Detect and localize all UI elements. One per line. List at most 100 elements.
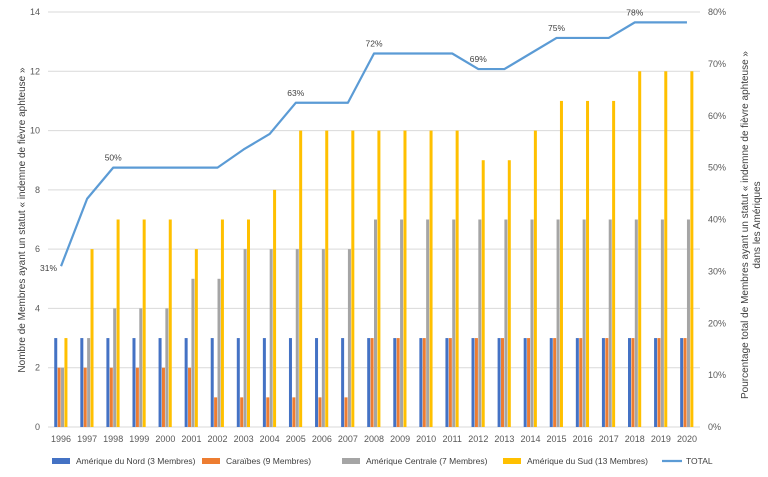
bar <box>80 338 84 427</box>
bar <box>292 397 296 427</box>
bar <box>497 338 501 427</box>
x-tick-label: 2019 <box>651 434 671 444</box>
bar <box>579 338 583 427</box>
x-tick-label: 2016 <box>573 434 593 444</box>
bar <box>445 338 449 427</box>
data-label: 69% <box>470 54 487 64</box>
y2-tick-label: 0% <box>708 422 721 432</box>
bar <box>351 130 355 428</box>
bar <box>422 338 426 427</box>
x-tick-label: 2011 <box>443 434 462 444</box>
bar <box>247 219 250 427</box>
bar <box>549 338 553 427</box>
bar <box>321 249 325 427</box>
bar <box>299 130 303 428</box>
bar <box>553 338 557 427</box>
y2-axis-title-line2: dans les Amériques <box>752 181 763 268</box>
bar <box>664 71 668 428</box>
bar <box>158 338 162 427</box>
bar <box>315 338 319 427</box>
bar <box>393 338 397 427</box>
bar <box>90 249 94 427</box>
bar <box>61 367 65 427</box>
bar <box>188 367 192 427</box>
y2-tick-label: 10% <box>708 370 726 380</box>
total-line-group <box>60 21 687 267</box>
y-tick-label: 12 <box>30 66 40 76</box>
legend: Amérique du Nord (3 Membres) Caraïbes (9 … <box>52 456 713 466</box>
x-tick-label: 2015 <box>547 434 567 444</box>
bar <box>214 397 218 427</box>
bar <box>161 367 165 427</box>
bar <box>686 219 690 427</box>
legend-swatch <box>52 458 70 464</box>
bar <box>217 278 221 427</box>
data-label: 31% <box>40 263 57 273</box>
bar <box>605 338 609 427</box>
y2-tick-label: 60% <box>708 111 726 121</box>
bar <box>184 338 188 427</box>
x-tick-label: 2009 <box>390 434 410 444</box>
x-tick-label: 2006 <box>312 434 332 444</box>
bar <box>377 130 381 428</box>
x-tick-label: 2014 <box>520 434 540 444</box>
x-tick-label: 1998 <box>103 434 123 444</box>
y2-axis-title-line1: Pourcentage total de Membres ayant un st… <box>740 51 751 399</box>
legend-label: Amérique Centrale (7 Membres) <box>366 456 488 466</box>
bar <box>87 338 91 427</box>
legend-swatch <box>202 458 220 464</box>
legend-swatch <box>342 458 360 464</box>
x-tick-label: 2008 <box>364 434 384 444</box>
bar <box>657 338 661 427</box>
bar <box>527 338 531 427</box>
y2-tick-label: 20% <box>708 318 726 328</box>
x-tick-label: 2017 <box>599 434 619 444</box>
x-tick-label: 2012 <box>468 434 488 444</box>
bar <box>628 338 631 427</box>
y-tick-label: 4 <box>35 303 40 313</box>
x-tick-label: 2013 <box>494 434 514 444</box>
bar <box>318 397 322 427</box>
bar <box>64 338 68 427</box>
bar <box>523 338 527 427</box>
y-tick-label: 6 <box>35 244 40 254</box>
bar <box>612 100 616 427</box>
bar <box>168 219 172 427</box>
legend-label: Amérique du Nord (3 Membres) <box>76 456 196 466</box>
bars-group <box>54 71 694 428</box>
bar <box>683 338 687 427</box>
bar <box>601 338 605 427</box>
bar <box>220 219 224 427</box>
bar <box>426 219 430 427</box>
x-tick-label: 2007 <box>338 434 358 444</box>
data-label: 75% <box>548 23 565 33</box>
bar <box>374 219 377 427</box>
y2-tick-label: 30% <box>708 266 726 276</box>
bar <box>419 338 423 427</box>
bar <box>243 249 247 427</box>
bar <box>631 338 635 427</box>
y-tick-label: 0 <box>35 422 40 432</box>
x-tick-label: 2003 <box>234 434 254 444</box>
bar <box>347 249 351 427</box>
bar <box>429 130 433 428</box>
bar <box>325 130 329 428</box>
x-tick-label: 2002 <box>208 434 228 444</box>
bar <box>142 219 146 427</box>
bar <box>501 338 504 427</box>
bar <box>295 249 299 427</box>
x-tick-label: 2001 <box>181 434 201 444</box>
bar <box>660 219 664 427</box>
bar <box>507 160 511 427</box>
left-axis-ticks: 0 2 4 6 8 10 12 14 <box>30 7 40 432</box>
bar <box>396 338 400 427</box>
bar <box>367 338 371 427</box>
data-label: 78% <box>626 7 643 17</box>
bar <box>341 338 345 427</box>
x-axis-ticks: 1996 1997 1998 1999 2000 2001 2002 2003 2004 2005… <box>51 434 697 444</box>
bar <box>690 71 694 428</box>
x-tick-label: 2005 <box>286 434 306 444</box>
y2-tick-label: 70% <box>708 59 726 69</box>
bar <box>654 338 658 427</box>
bar <box>113 308 117 427</box>
